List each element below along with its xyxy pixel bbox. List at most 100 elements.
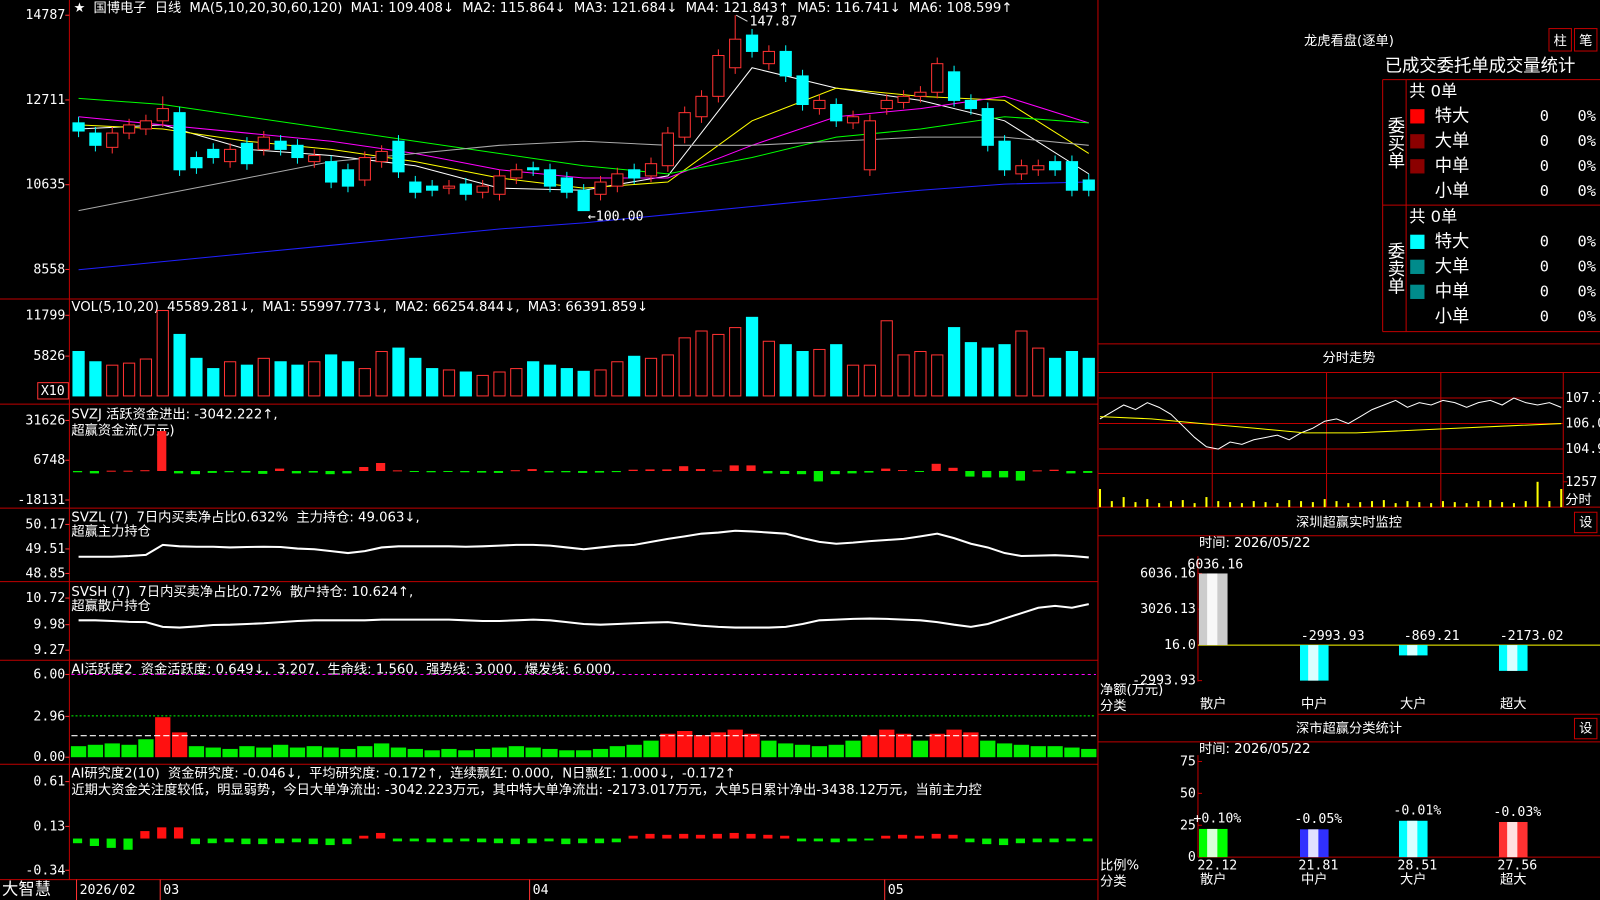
candle-body [493,175,506,195]
value-label: 28.51 [1397,858,1437,873]
indicator-bar [340,748,356,758]
button[interactable] [1548,28,1572,52]
swatch [1410,259,1425,274]
indicator-bar [542,748,558,758]
indicator-bar [744,733,760,758]
indicator-bar [813,838,823,842]
change-label: -0.01% [1393,804,1441,819]
indicator-bar [325,838,335,846]
volume-bar [1015,330,1028,397]
indicator-bar [460,470,470,473]
legend-text: AI活跃度2 [71,661,132,677]
indicator-bar [578,838,588,844]
indicator-bar [847,838,857,842]
indicator-bar [931,463,941,471]
category-label: 中户 [1301,695,1328,712]
indicator-bar [308,470,318,473]
brand: 大智慧 [2,879,51,898]
indicator-bar [426,470,436,473]
volume-bar [611,361,624,397]
volume-bar [661,354,674,397]
indicator-bar [662,469,672,471]
indicator-bar [171,732,188,758]
row-count: 0 [1540,157,1549,175]
indicator-bar [982,470,992,478]
volume-bar [779,344,792,397]
candle-body [476,185,489,193]
indicator-bar [864,470,874,473]
row-pct: 0% [1578,107,1596,125]
legend-text: MA1: 55997.773↓, [262,300,387,315]
y-tick-label: 0.00 [33,750,65,765]
indicator-bar [561,838,571,845]
indicator-bar [879,729,895,758]
y-tick-label: 14787 [25,8,65,23]
y-tick-label: 104.9 [1565,442,1600,457]
volume-bar [409,357,422,397]
button[interactable] [1573,28,1598,52]
indicator-bar [308,838,318,845]
candle-body [846,116,860,124]
legend-text: SVSH (7) [71,585,130,600]
legend-text: MA6: 108.599↑ [909,1,1013,16]
candle-body [914,91,927,97]
y-axis-label: 分时 [1565,492,1592,508]
button[interactable] [1573,717,1598,740]
legend-text: 生命线: 1.560, [327,660,418,677]
indicator-bar [544,838,554,842]
y-tick-label: 25 [1180,818,1196,833]
volume-bar [695,330,708,397]
indicator-bar [475,748,491,758]
bar-group [1398,645,1428,656]
indicator-bar [1032,470,1042,472]
indicator-line [78,529,1089,559]
volume-bar [981,347,994,397]
candle-body [207,148,220,159]
ma-line [78,136,1089,212]
y-tick-label: 12711 [25,93,65,108]
indicator-bar [527,838,537,844]
legend-text: SVZJ 活跃资金进出: -3042.222↑, [71,406,277,422]
candle-body [291,144,304,159]
candle-body [998,140,1011,171]
candle-body [560,177,573,193]
category-label: 大户 [1400,871,1427,888]
indicator-bar [1030,746,1046,758]
y-tick-label: 10.72 [25,591,65,606]
indicator-bar [510,838,520,845]
candle-body [729,38,742,69]
group-label: 委卖单 [1384,242,1405,294]
volume-bar [628,355,641,397]
indicator-bar [1083,470,1093,473]
indicator-bar [323,747,339,758]
volume-bar [560,368,573,397]
row-pct: 0% [1578,257,1596,275]
volume-bar [72,350,85,397]
row-pct: 0% [1578,182,1596,200]
bar-group [1300,645,1329,681]
swatch [1410,134,1425,149]
candle-body [72,122,85,132]
indicator-bar [409,470,419,473]
volume-bar [964,342,978,397]
volume-bar [914,350,927,397]
button[interactable] [1573,511,1598,534]
indicator-bar [342,470,352,474]
time-label: 时间: 2026/05/22 [1199,535,1311,551]
panel-title: 深市超赢分类统计 [1296,720,1402,737]
indicator-bar [830,470,840,475]
panel-title: 龙虎看盘(逐单) [1304,32,1394,49]
indicator-bar [291,470,302,474]
indicator-bar [830,838,840,843]
indicator-bar [424,750,440,758]
candle-body [745,34,759,52]
legend-text: 超赢散户持仓 [71,597,151,614]
indicator-bar [845,740,861,758]
indicator-bar [155,717,171,758]
x-axis-label: 分类 [1100,874,1127,890]
y-tick-label: 31626 [25,413,65,428]
indicator-bar [359,466,369,471]
